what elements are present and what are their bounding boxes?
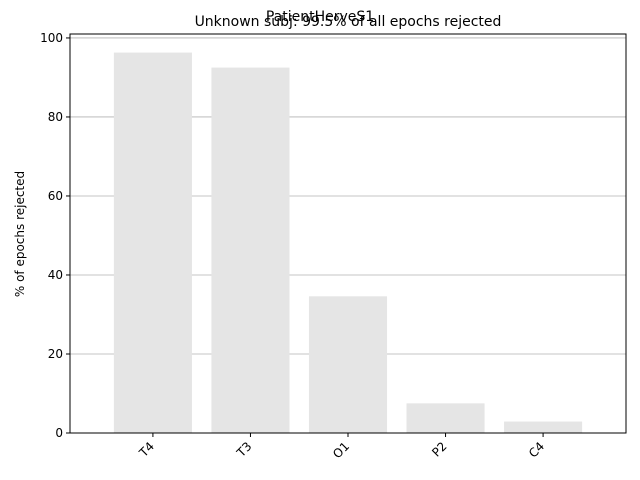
x-tick-label-T4: T4 <box>136 439 157 460</box>
chart-title: Unknown subj: 99.5% of all epochs reject… <box>195 14 502 30</box>
x-tick-label-T3: T3 <box>233 439 254 460</box>
bar-P2 <box>406 403 485 433</box>
bar-C4 <box>504 421 583 433</box>
bars <box>113 52 583 434</box>
y-tick-label-60: 60 <box>48 189 63 203</box>
x-ticks: T4 T3 O1 P2 C4 <box>136 433 547 461</box>
bar-O1 <box>308 296 388 433</box>
bar-T3 <box>211 67 290 433</box>
y-ticks: 0 20 40 60 80 100 <box>40 31 70 440</box>
y-tick-label-0: 0 <box>55 426 63 440</box>
bar-T4 <box>113 52 192 434</box>
suptitle: PatientHerveS1 <box>266 9 374 25</box>
x-tick-label-O1: O1 <box>330 439 352 461</box>
y-tick-label-80: 80 <box>48 110 63 124</box>
y-axis-label: % of epochs rejected <box>13 171 27 297</box>
y-tick-label-100: 100 <box>40 31 63 45</box>
y-tick-label-20: 20 <box>48 347 63 361</box>
x-tick-label-C4: C4 <box>526 439 547 460</box>
x-tick-label-P2: P2 <box>429 439 449 459</box>
y-tick-label-40: 40 <box>48 268 63 282</box>
